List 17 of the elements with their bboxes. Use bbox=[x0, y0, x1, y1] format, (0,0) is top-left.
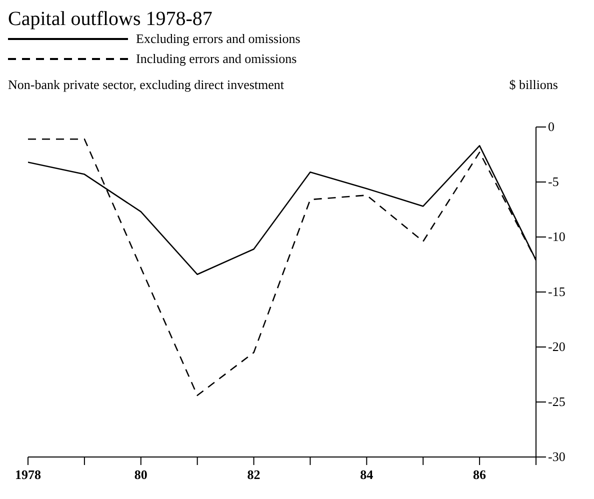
y-tick-label: -20 bbox=[548, 339, 566, 354]
legend-label: Including errors and omissions bbox=[136, 51, 297, 67]
x-tick-label: 82 bbox=[247, 467, 260, 482]
legend-label: Excluding errors and omissions bbox=[136, 31, 300, 47]
x-tick-label: 80 bbox=[134, 467, 148, 482]
chart-subtitle: Non-bank private sector, excluding direct investment bbox=[8, 77, 284, 93]
y-tick-label: -10 bbox=[548, 229, 566, 244]
x-tick-label: 1978 bbox=[15, 467, 42, 482]
x-tick-label: 86 bbox=[473, 467, 487, 482]
y-tick-label: -5 bbox=[548, 174, 559, 189]
y-tick-label: -15 bbox=[548, 284, 566, 299]
chart-title: Capital outflows 1978-87 bbox=[8, 8, 214, 31]
y-axis-title: $ billions bbox=[509, 77, 558, 93]
y-tick-label: 0 bbox=[548, 119, 554, 134]
y-tick-label: -30 bbox=[548, 449, 566, 464]
y-tick-label: -25 bbox=[548, 394, 566, 409]
x-tick-label: 84 bbox=[360, 467, 374, 482]
